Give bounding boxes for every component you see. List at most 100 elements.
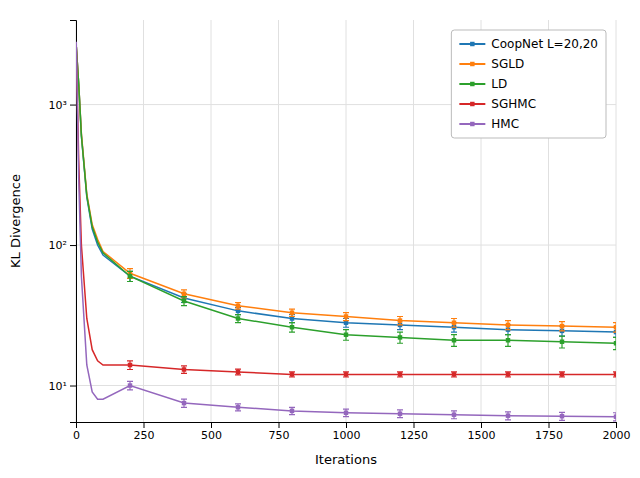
marker bbox=[290, 325, 294, 329]
marker bbox=[614, 325, 616, 329]
marker bbox=[182, 292, 186, 296]
legend-item: HMC bbox=[459, 117, 519, 131]
marker bbox=[398, 335, 402, 339]
legend-marker bbox=[470, 82, 474, 86]
marker bbox=[128, 383, 132, 387]
tick-label: 1000 bbox=[333, 429, 361, 442]
error-bar bbox=[505, 412, 511, 420]
legend-item: LD bbox=[459, 77, 507, 91]
error-bar bbox=[559, 336, 565, 348]
plot: 02505007501000125015001750200010¹10²10³C… bbox=[49, 20, 631, 442]
grid-line-y bbox=[76, 245, 616, 246]
error-bar bbox=[613, 337, 616, 349]
error-bar bbox=[127, 271, 133, 281]
error-bar bbox=[181, 366, 187, 374]
error-bar bbox=[235, 404, 241, 411]
y-axis-title: KL Divergence bbox=[8, 174, 23, 268]
tick: 1000 bbox=[333, 422, 361, 442]
legend-label: HMC bbox=[491, 117, 519, 131]
tick-label: 1500 bbox=[468, 429, 496, 442]
legend-label: SGLD bbox=[491, 57, 524, 71]
error-bar bbox=[397, 332, 403, 343]
marker bbox=[614, 372, 616, 376]
tick-mark bbox=[481, 422, 482, 428]
tick-mark bbox=[414, 422, 415, 428]
tick-label: 0 bbox=[73, 429, 80, 442]
grid-line-x bbox=[278, 20, 279, 422]
legend-box bbox=[451, 30, 606, 138]
tick-label: 10² bbox=[49, 239, 67, 252]
legend-item: CoopNet L=20,20 bbox=[459, 37, 598, 51]
grid-line-x bbox=[346, 20, 347, 422]
tick: 10³ bbox=[49, 99, 76, 112]
marker bbox=[452, 372, 456, 376]
marker bbox=[182, 401, 186, 405]
marker bbox=[290, 409, 294, 413]
tick-label: 10¹ bbox=[49, 380, 67, 393]
error-bar bbox=[235, 369, 241, 375]
error-bar bbox=[559, 412, 565, 420]
error-bar bbox=[613, 413, 616, 421]
error-bar bbox=[397, 410, 403, 418]
error-bar bbox=[289, 309, 295, 316]
legend-label: SGHMC bbox=[491, 97, 536, 111]
marker bbox=[560, 414, 564, 418]
error-bar bbox=[505, 372, 511, 377]
grid-line-y bbox=[76, 385, 616, 386]
error-bar bbox=[343, 313, 349, 321]
error-bar bbox=[127, 381, 133, 390]
tick: 2000 bbox=[603, 422, 631, 442]
error-bar bbox=[127, 361, 133, 370]
error-bar bbox=[397, 372, 403, 377]
y-axis: 10¹ 10² 10³ bbox=[49, 21, 77, 423]
marker bbox=[182, 299, 186, 303]
legend-marker bbox=[470, 42, 474, 46]
error-bar bbox=[181, 297, 187, 306]
marker bbox=[452, 320, 456, 324]
series bbox=[76, 42, 616, 421]
error-bar bbox=[613, 372, 616, 377]
error-bar bbox=[235, 302, 241, 309]
tick: 10¹ bbox=[49, 380, 76, 393]
tick-label: 500 bbox=[201, 429, 222, 442]
chart: 02505007501000125015001750200010¹10²10³C… bbox=[0, 0, 640, 478]
tick-mark bbox=[616, 422, 617, 428]
marker bbox=[452, 412, 456, 416]
grid-line-x bbox=[616, 20, 617, 422]
marker bbox=[560, 372, 564, 376]
tick-mark bbox=[70, 245, 76, 246]
error-bar bbox=[289, 372, 295, 377]
tick: 1500 bbox=[468, 422, 496, 442]
tick-label: 2000 bbox=[603, 429, 631, 442]
marker bbox=[128, 363, 132, 367]
legend-label: LD bbox=[491, 77, 507, 91]
error-bar bbox=[289, 407, 295, 414]
marker bbox=[398, 372, 402, 376]
marker bbox=[506, 338, 510, 342]
marker bbox=[182, 367, 186, 371]
error-bar bbox=[559, 322, 565, 331]
marker bbox=[290, 310, 294, 314]
grid bbox=[76, 20, 616, 422]
legend-label: CoopNet L=20,20 bbox=[491, 37, 598, 51]
marker bbox=[344, 372, 348, 376]
marker bbox=[290, 372, 294, 376]
marker bbox=[506, 413, 510, 417]
marker bbox=[506, 323, 510, 327]
error-bar bbox=[451, 319, 457, 328]
legend-item: SGHMC bbox=[459, 97, 536, 111]
legend-marker bbox=[470, 122, 474, 126]
error-bar bbox=[343, 330, 349, 341]
grid-line-x bbox=[143, 20, 144, 422]
tick: 250 bbox=[134, 422, 155, 442]
tick: 0 bbox=[73, 422, 80, 442]
legend-marker bbox=[470, 62, 474, 66]
legend-item: SGLD bbox=[459, 57, 524, 71]
marker bbox=[236, 303, 240, 307]
marker bbox=[452, 338, 456, 342]
error-bar bbox=[235, 315, 241, 323]
tick: 1250 bbox=[400, 422, 428, 442]
error-bar bbox=[127, 271, 133, 281]
marker bbox=[398, 318, 402, 322]
error-bar bbox=[505, 321, 511, 330]
